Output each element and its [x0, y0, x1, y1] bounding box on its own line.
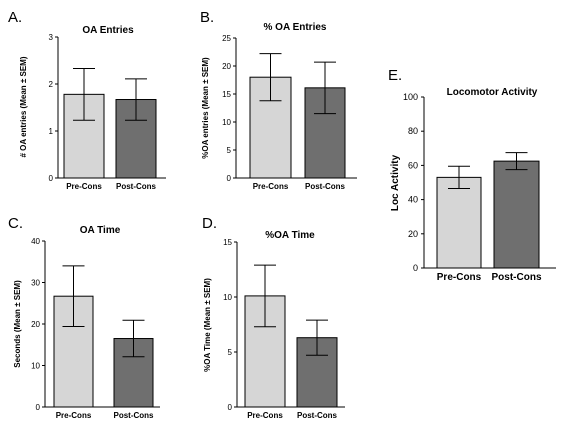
y-tick-label: 0 — [49, 174, 54, 183]
category-label: Post-Cons — [297, 411, 338, 420]
chart-title: %OA Time — [265, 230, 315, 241]
chart-title: OA Entries — [82, 25, 134, 36]
y-tick-label: 0 — [227, 174, 232, 183]
panel-letter: D. — [202, 215, 217, 232]
bar — [436, 176, 482, 269]
y-tick-label: 40 — [408, 195, 418, 205]
category-label: Post-Cons — [116, 182, 157, 191]
category-label: Pre-Cons — [56, 411, 92, 420]
y-axis-label: # OA entries (Mean ± SEM) — [19, 56, 28, 157]
category-label: Pre-Cons — [437, 272, 482, 283]
panel-3: C. OA Time Seconds (Mean ± SEM) 0 10 20 30 40 Pr… — [8, 215, 160, 420]
y-tick-label: 3 — [49, 33, 54, 42]
y-axis-label: Seconds (Mean ± SEM) — [13, 280, 22, 368]
chart-title: Locomotor Activity — [447, 87, 538, 98]
y-tick-label: 30 — [31, 279, 40, 288]
y-tick-label: 1 — [49, 127, 54, 136]
panel-letter: A. — [8, 9, 22, 26]
bar — [493, 160, 540, 269]
chart-title: OA Time — [80, 225, 121, 236]
y-tick-label: 5 — [228, 348, 233, 357]
panel-4: D. %OA Time %OA Time (Mean ± SEM) 0 5 10 15 Pre… — [202, 215, 345, 420]
y-tick-label: 5 — [227, 146, 232, 155]
panel-1: A. OA Entries # OA entries (Mean ± SEM) 0 1 2… — [8, 9, 166, 191]
category-label: Post-Cons — [114, 411, 155, 420]
y-tick-label: 20 — [408, 229, 418, 239]
y-tick-label: 0 — [228, 403, 233, 412]
y-tick-label: 0 — [413, 263, 418, 273]
y-tick-label: 10 — [31, 362, 40, 371]
y-tick-label: 10 — [223, 293, 232, 302]
y-tick-label: 25 — [222, 34, 231, 43]
panel-letter: B. — [200, 9, 214, 26]
y-tick-label: 100 — [403, 92, 418, 102]
panel-5: E. Locomotor Activity Loc Activity 0 20 40 60 8… — [388, 67, 556, 283]
y-axis-label: %OA entries (Mean ± SEM) — [201, 57, 210, 159]
y-tick-label: 10 — [222, 118, 231, 127]
y-tick-label: 20 — [222, 62, 231, 71]
y-axis-label: %OA Time (Mean ± SEM) — [203, 278, 212, 372]
chart-title: % OA Entries — [264, 22, 327, 33]
y-tick-label: 20 — [31, 320, 40, 329]
y-tick-label: 60 — [408, 160, 418, 170]
panel-2: B. % OA Entries %OA entries (Mean ± SEM) 0 5… — [200, 9, 357, 191]
category-label: Post-Cons — [305, 182, 346, 191]
category-label: Pre-Cons — [66, 182, 102, 191]
y-tick-label: 15 — [222, 90, 231, 99]
category-label: Pre-Cons — [247, 411, 283, 420]
category-label: Post-Cons — [492, 272, 542, 283]
y-tick-label: 2 — [49, 80, 54, 89]
y-tick-label: 40 — [31, 237, 40, 246]
panel-letter: E. — [388, 67, 402, 84]
y-tick-label: 80 — [408, 126, 418, 136]
y-axis-label: Loc Activity — [390, 154, 401, 211]
panel-letter: C. — [8, 215, 23, 232]
y-tick-label: 0 — [36, 403, 41, 412]
y-tick-label: 15 — [223, 238, 232, 247]
category-label: Pre-Cons — [253, 182, 289, 191]
